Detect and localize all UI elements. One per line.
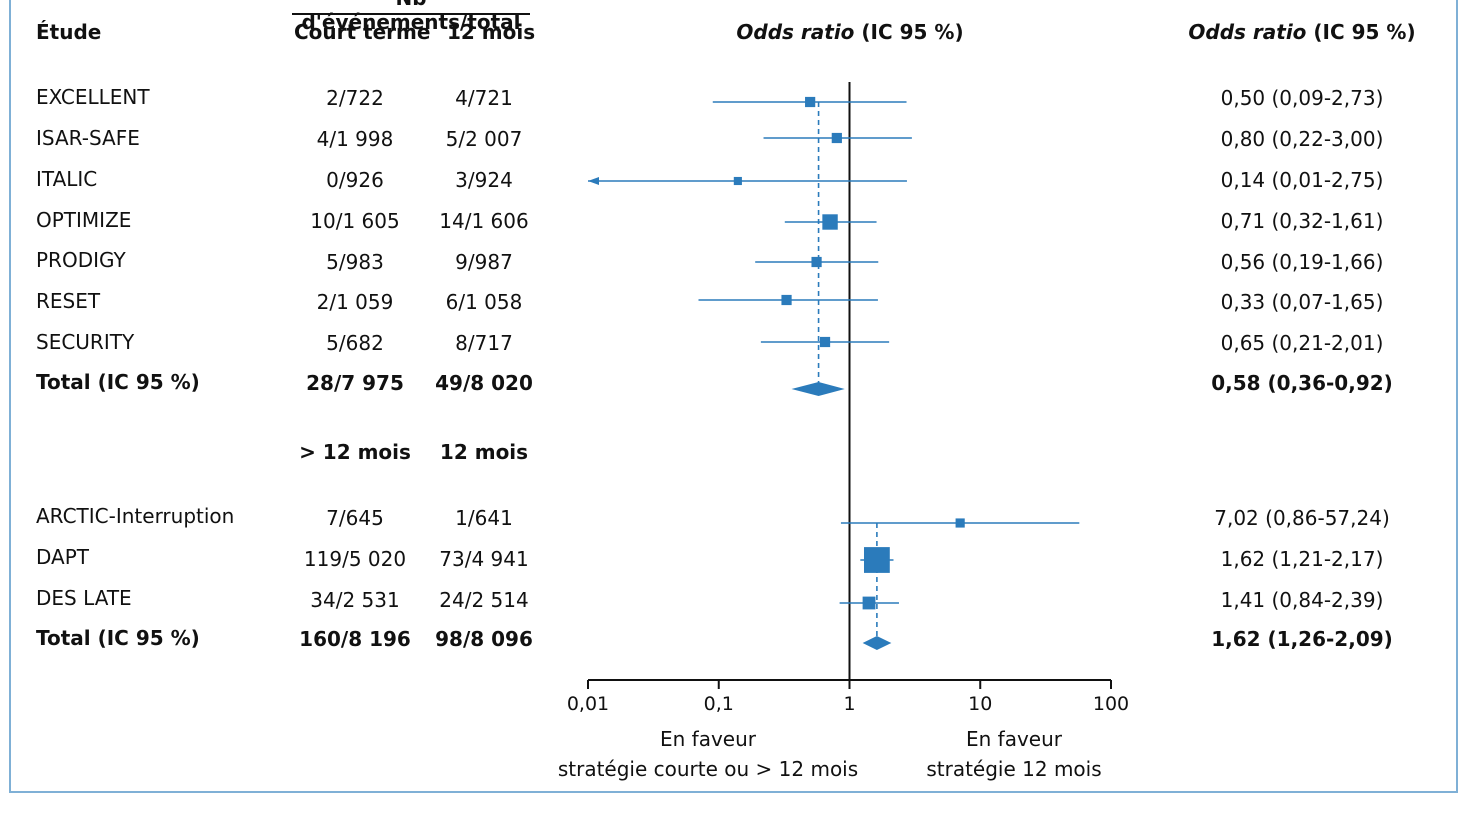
or-ci: 7,02 (0,86-57,24) bbox=[1214, 506, 1390, 530]
study-name: ITALIC bbox=[36, 167, 98, 191]
events-b: 6/1 058 bbox=[445, 290, 523, 314]
col-a-header: Court terme bbox=[294, 20, 431, 44]
or-header: Odds ratio (IC 95 %) bbox=[736, 20, 963, 44]
total-events-a: 160/8 196 bbox=[299, 627, 411, 651]
study-point bbox=[781, 294, 792, 306]
events-b: 4/721 bbox=[455, 86, 513, 110]
events-header-rule bbox=[292, 13, 530, 15]
study-point bbox=[805, 96, 816, 108]
study-point bbox=[811, 256, 822, 268]
study-name: ARCTIC-Interruption bbox=[36, 504, 235, 528]
or-ci: 0,14 (0,01-2,75) bbox=[1220, 168, 1384, 192]
x-axis-tick-label: 0,1 bbox=[704, 693, 734, 715]
events-a: 5/983 bbox=[326, 250, 384, 274]
study-point bbox=[819, 336, 831, 348]
study-name: OPTIMIZE bbox=[36, 208, 132, 232]
events-b: 1/641 bbox=[455, 506, 513, 530]
events-a: 119/5 020 bbox=[303, 547, 407, 571]
favor-left-line2: stratégie courte ou > 12 mois bbox=[557, 757, 859, 781]
events-b: 3/924 bbox=[455, 168, 513, 192]
or-right-header-italic: Odds ratio bbox=[1188, 20, 1307, 44]
study-point bbox=[863, 547, 890, 573]
total-label: Total (IC 95 %) bbox=[36, 370, 200, 394]
study-name: RESET bbox=[36, 289, 101, 313]
total-events-b: 49/8 020 bbox=[435, 371, 533, 395]
events-b: 9/987 bbox=[455, 250, 513, 274]
study-name: DAPT bbox=[36, 545, 90, 569]
study-name: DES LATE bbox=[36, 586, 132, 610]
events-a: 10/1 605 bbox=[310, 209, 400, 233]
total-or-ci: 0,58 (0,36-0,92) bbox=[1211, 371, 1393, 395]
events-a: 34/2 531 bbox=[310, 588, 400, 612]
x-axis-tick-label: 0,01 bbox=[567, 693, 609, 715]
ci-arrow bbox=[588, 177, 599, 185]
study-point bbox=[733, 176, 742, 186]
or-ci: 0,65 (0,21-2,01) bbox=[1220, 331, 1384, 355]
favor-right-line1: En faveur bbox=[965, 727, 1063, 751]
events-a: 4/1 998 bbox=[316, 127, 394, 151]
events-a: 2/722 bbox=[326, 86, 384, 110]
study-name: SECURITY bbox=[36, 330, 135, 354]
or-header-italic: Odds ratio bbox=[736, 20, 855, 44]
study-point bbox=[862, 596, 876, 610]
or-ci: 1,41 (0,84-2,39) bbox=[1220, 588, 1384, 612]
study-name: PRODIGY bbox=[36, 248, 126, 272]
total-events-b: 98/8 096 bbox=[435, 627, 533, 651]
study-name: ISAR-SAFE bbox=[36, 126, 140, 150]
total-diamond bbox=[862, 636, 892, 650]
study-name: EXCELLENT bbox=[36, 85, 150, 109]
events-b: 24/2 514 bbox=[439, 588, 529, 612]
study-point bbox=[955, 518, 965, 528]
events-a: 5/682 bbox=[326, 331, 384, 355]
total-events-a: 28/7 975 bbox=[306, 371, 404, 395]
study-point bbox=[831, 132, 842, 144]
total-diamond bbox=[791, 382, 845, 396]
favor-right-line2: stratégie 12 mois bbox=[926, 757, 1102, 781]
or-ci: 0,33 (0,07-1,65) bbox=[1220, 290, 1384, 314]
or-ci: 0,56 (0,19-1,66) bbox=[1220, 250, 1384, 274]
events-b: 14/1 606 bbox=[439, 209, 529, 233]
x-axis-tick-label: 1 bbox=[843, 693, 855, 715]
or-ci: 1,62 (1,21-2,17) bbox=[1220, 547, 1384, 571]
total-or-ci: 1,62 (1,26-2,09) bbox=[1211, 627, 1393, 651]
figure-frame bbox=[9, 0, 1458, 793]
events-b: 5/2 007 bbox=[445, 127, 523, 151]
study-header: Étude bbox=[36, 20, 102, 44]
group2-col-a-header: > 12 mois bbox=[299, 440, 411, 464]
or-header-rest: (IC 95 %) bbox=[854, 20, 964, 44]
total-label: Total (IC 95 %) bbox=[36, 626, 200, 650]
or-ci: 0,71 (0,32-1,61) bbox=[1220, 209, 1384, 233]
x-axis-tick-label: 10 bbox=[968, 693, 992, 715]
events-b: 73/4 941 bbox=[439, 547, 529, 571]
or-ci: 0,80 (0,22-3,00) bbox=[1220, 127, 1384, 151]
or-right-header: Odds ratio (IC 95 %) bbox=[1188, 20, 1415, 44]
events-b: 8/717 bbox=[455, 331, 513, 355]
col-b-header: 12 mois bbox=[447, 20, 536, 44]
or-ci: 0,50 (0,09-2,73) bbox=[1220, 86, 1384, 110]
favor-left-line1: En faveur bbox=[659, 727, 757, 751]
or-right-header-rest: (IC 95 %) bbox=[1306, 20, 1416, 44]
x-axis-tick-label: 100 bbox=[1093, 693, 1129, 715]
study-point bbox=[822, 214, 838, 230]
events-a: 2/1 059 bbox=[316, 290, 394, 314]
events-a: 0/926 bbox=[326, 168, 384, 192]
events-a: 7/645 bbox=[326, 506, 384, 530]
group2-col-b-header: 12 mois bbox=[439, 440, 529, 464]
